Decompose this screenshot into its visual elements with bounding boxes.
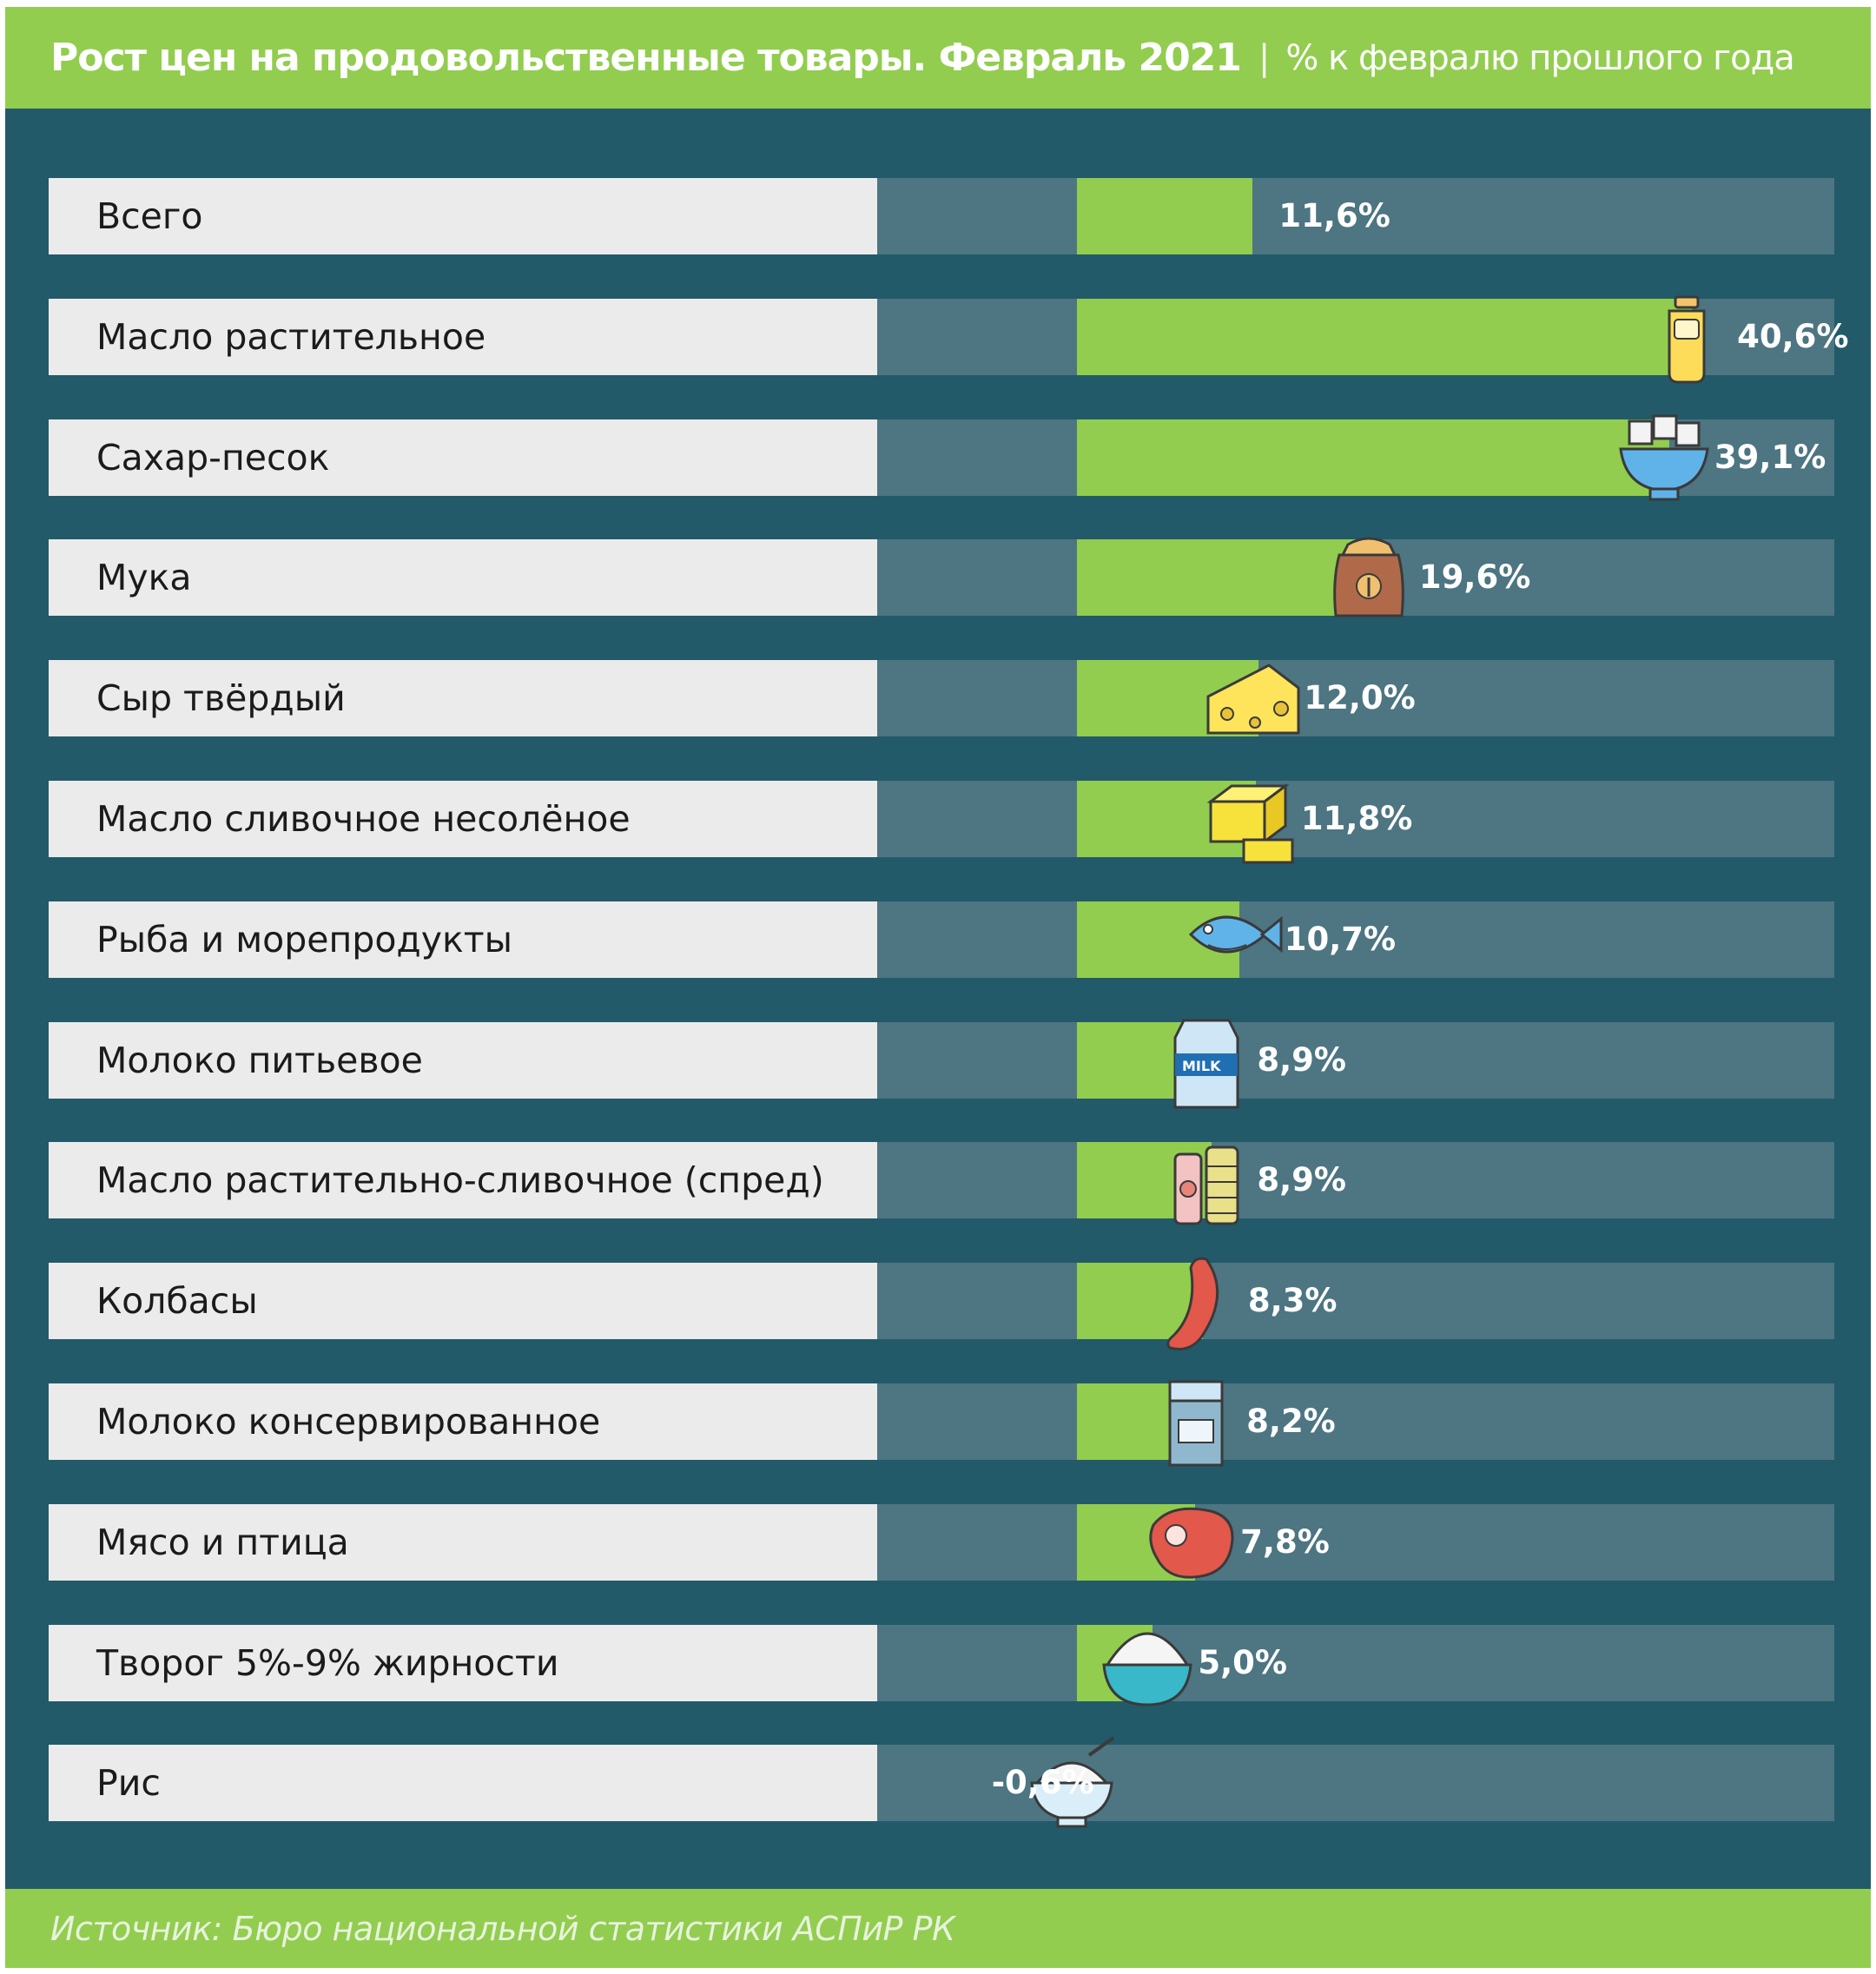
category-label: Масло растительно-сливочное (спред) [96,1159,824,1202]
bar-row: Масло сливочное несолёное 11,8% [5,781,1871,864]
category-label: Молоко питьевое [96,1039,423,1081]
category-label-box: Всего [49,178,877,254]
value-label: 8,9% [1257,1161,1346,1199]
condensed-milk-icon [1168,1380,1224,1467]
category-label: Мука [96,557,192,599]
value-label: 19,6% [1418,558,1531,597]
category-label-box: Молоко консервированное [49,1383,877,1460]
chart-title: Рост цен на продовольственные товары. Фе… [50,36,1242,80]
category-label-box: Колбасы [49,1263,877,1340]
bar-track: 8,3% [877,1257,1834,1351]
bar-track: 8,9% [877,1142,1834,1225]
bar [1077,419,1669,496]
bar-row: Молоко питьевое MILK 8,9% [5,1019,1871,1109]
cheese-icon [1206,664,1300,735]
milk-carton-icon: MILK [1173,1019,1239,1109]
bar-row: Мясо и птица 7,8% [5,1503,1871,1581]
category-label-box: Масло растительно-сливочное (спред) [49,1142,877,1219]
value-label: 10,7% [1284,920,1397,958]
bar-row: Сахар-песок 39,1% [5,414,1871,501]
value-label: 8,9% [1257,1040,1346,1079]
oil-bottle-icon [1668,295,1706,384]
title-separator: | [1258,37,1271,78]
bar-row: Рыба и морепродукты 10,7% [5,901,1871,978]
category-label: Творог 5%-9% жирности [96,1641,559,1684]
value-label: 8,3% [1247,1282,1338,1320]
bar-row: Рис -0,6% [5,1736,1871,1828]
bar-track: 8,2% [877,1380,1834,1467]
sugar-bowl-icon [1619,414,1709,501]
bar-row: Творог 5%-9% жирности 5,0% [5,1624,1871,1707]
bar-track: MILK 8,9% [877,1019,1834,1109]
bar-track: -0,6% [877,1736,1834,1828]
bar [1077,539,1374,617]
spread-bottles-icon [1173,1145,1239,1225]
category-label-box: Мука [49,539,877,617]
bar-row: Мука 19,6% [5,537,1871,617]
value-label: 40,6% [1737,317,1849,355]
bar-track: 7,8% [877,1503,1834,1581]
bar-track: 40,6% [877,295,1848,384]
category-label-box: Молоко питьевое [49,1021,877,1099]
category-label: Колбасы [96,1280,258,1323]
value-label: 8,2% [1246,1403,1336,1440]
value-label: -0,6% [991,1764,1094,1802]
category-label-box: Сахар-песок [49,419,877,496]
bar [1077,178,1253,254]
bar-row: Масло растительно-сливочное (спред) 8,9% [5,1142,1871,1225]
category-label-box: Творог 5%-9% жирности [49,1624,877,1701]
chart-footer: Источник: Бюро национальной статистики А… [5,1889,1871,1968]
source-note: Источник: Бюро национальной статистики А… [50,1909,955,1948]
svg-text:MILK: MILK [1182,1058,1221,1074]
chart-header: Рост цен на продовольственные товары. Фе… [5,7,1871,109]
category-label: Масло растительное [96,315,486,358]
category-label: Мясо и птица [96,1521,349,1563]
bar-track: 19,6% [877,537,1834,617]
category-label: Масло сливочное несолёное [96,798,631,840]
bar-row: Колбасы 8,3% [5,1257,1871,1351]
category-label-box: Мясо и птица [49,1503,877,1581]
bar-track: 11,6% [877,178,1834,254]
value-label: 7,8% [1240,1522,1330,1561]
bar-track: 12,0% [877,660,1834,737]
bar-row: Всего 11,6% [5,178,1871,254]
category-label-box: Сыр твёрдый [49,660,877,737]
value-label: 12,0% [1304,679,1416,717]
category-label-box: Рыба и морепродукты [49,901,877,978]
value-label: 39,1% [1714,438,1826,476]
value-label: 5,0% [1198,1643,1287,1681]
bar-track: 10,7% [877,901,1834,978]
category-label: Рыба и морепродукты [96,918,513,961]
value-label: 11,8% [1300,800,1413,837]
bar-track: 11,8% [877,781,1834,864]
fish-icon [1188,915,1283,954]
butter-icon [1206,783,1294,864]
rice-bowl-icon [1030,1736,1115,1828]
category-label: Сахар-песок [96,436,330,479]
chart-subtitle: % к февралю прошлого года [1285,37,1794,78]
chart-frame: Рост цен на продовольственные товары. Фе… [5,7,1871,1968]
category-label: Молоко консервированное [96,1401,601,1443]
flour-sack-icon [1333,537,1404,617]
category-label-box: Масло растительное [49,298,877,375]
category-label: Сыр твёрдый [96,677,346,720]
sausage-icon [1166,1257,1219,1351]
bar-row: Молоко консервированное 8,2% [5,1380,1871,1467]
category-label-box: Масло сливочное несолёное [49,781,877,857]
category-label: Всего [96,195,203,237]
bar [1077,298,1693,375]
cottage-cheese-bowl-icon [1102,1632,1192,1707]
value-label: 11,6% [1278,197,1390,234]
bar-row: Сыр твёрдый 12,0% [5,660,1871,737]
meat-steak-icon [1149,1507,1234,1579]
bar-track: 5,0% [877,1624,1834,1707]
category-label-box: Рис [49,1745,877,1822]
category-label: Рис [96,1762,161,1805]
bar-track: 39,1% [877,414,1834,501]
bar-row: Масло растительное 40,6% [5,295,1871,384]
